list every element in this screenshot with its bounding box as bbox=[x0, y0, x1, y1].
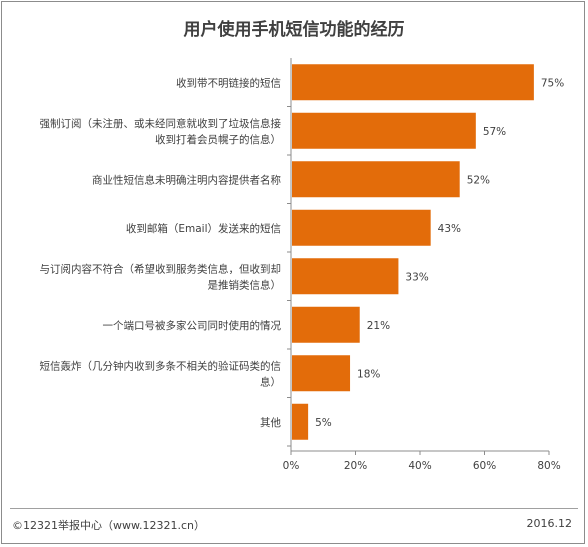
bar bbox=[292, 209, 431, 246]
category-label: 商业性短信息未明确注明内容提供者名称 bbox=[92, 173, 281, 186]
data-label: 75% bbox=[541, 77, 564, 89]
footer-date: 2016.12 bbox=[526, 517, 573, 530]
data-label: 21% bbox=[367, 320, 390, 332]
bar bbox=[292, 306, 360, 343]
data-label: 57% bbox=[483, 126, 506, 138]
data-label: 33% bbox=[405, 271, 428, 283]
bar bbox=[292, 161, 460, 198]
bar bbox=[292, 258, 399, 295]
x-tick-label: 80% bbox=[537, 460, 560, 472]
bar bbox=[292, 64, 534, 101]
x-tick-label: 60% bbox=[473, 460, 496, 472]
category-label: 收到带不明链接的短信 bbox=[176, 76, 281, 89]
data-label: 18% bbox=[357, 368, 380, 380]
footer-divider bbox=[10, 508, 578, 509]
category-label: 收到邮箱（Email）发送来的短信 bbox=[126, 222, 281, 235]
category-label: 短信轰炸（几分钟内收到多条不相关的验证码类的信 bbox=[40, 359, 282, 372]
x-tick-label: 0% bbox=[283, 460, 300, 472]
x-tick-label: 20% bbox=[344, 460, 367, 472]
category-label: 是推销类信息） bbox=[208, 278, 282, 291]
data-label: 5% bbox=[315, 417, 332, 429]
footer-source: ©12321举报中心（www.12321.cn） bbox=[12, 519, 205, 532]
bar bbox=[292, 112, 476, 149]
x-tick-label: 40% bbox=[408, 460, 431, 472]
data-label: 52% bbox=[467, 174, 490, 186]
data-label: 43% bbox=[438, 223, 461, 235]
category-label: 与订阅内容不符合（希望收到服务类信息，但收到却 bbox=[40, 262, 282, 275]
category-label: 一个端口号被多家公司同时使用的情况 bbox=[103, 319, 282, 332]
category-label: 其他 bbox=[260, 416, 281, 429]
category-label: 收到打着会员幌子的信息） bbox=[155, 133, 281, 146]
bar bbox=[292, 403, 309, 440]
bar bbox=[292, 355, 351, 392]
chart-title: 用户使用手机短信功能的经历 bbox=[183, 20, 405, 40]
category-label: 息） bbox=[260, 375, 281, 388]
category-label: 强制订阅（未注册、或未经同意就收到了垃圾信息接 bbox=[40, 117, 282, 130]
